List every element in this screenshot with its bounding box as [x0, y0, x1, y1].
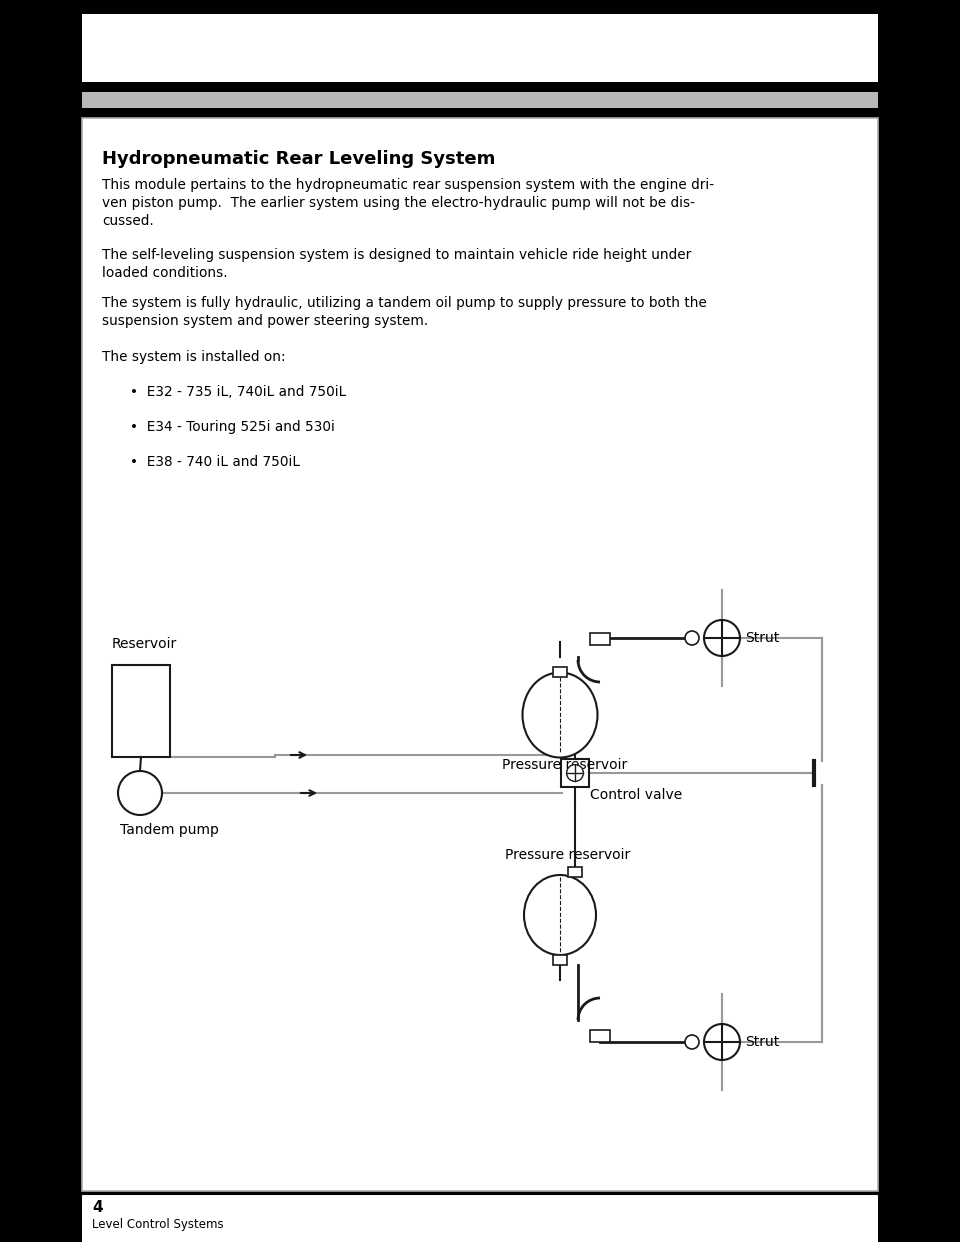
Bar	[590, 633, 610, 645]
Text: Pressure reservoir: Pressure reservoir	[502, 758, 627, 773]
Text: ven piston pump.  The earlier system using the electro-hydraulic pump will not b: ven piston pump. The earlier system usin…	[102, 196, 695, 210]
Bar	[553, 667, 567, 677]
Circle shape	[118, 771, 162, 815]
Circle shape	[704, 1023, 740, 1059]
Text: •  E32 - 735 iL, 740iL and 750iL: • E32 - 735 iL, 740iL and 750iL	[130, 385, 347, 399]
Circle shape	[685, 631, 699, 645]
Text: Strut: Strut	[745, 1035, 780, 1049]
Text: cussed.: cussed.	[102, 214, 154, 229]
Text: Level Control Systems: Level Control Systems	[92, 1218, 224, 1231]
Ellipse shape	[524, 876, 596, 955]
Bar	[561, 759, 589, 787]
Bar	[82, 14, 878, 82]
Text: Reservoir: Reservoir	[112, 637, 178, 651]
Bar	[112, 664, 170, 758]
Bar	[82, 92, 878, 108]
Text: Control valve: Control valve	[590, 787, 683, 802]
Circle shape	[685, 1035, 699, 1049]
Text: The system is fully hydraulic, utilizing a tandem oil pump to supply pressure to: The system is fully hydraulic, utilizing…	[102, 296, 707, 310]
Bar	[553, 955, 567, 965]
Text: Tandem pump: Tandem pump	[120, 823, 219, 837]
Circle shape	[704, 620, 740, 656]
Text: The self-leveling suspension system is designed to maintain vehicle ride height : The self-leveling suspension system is d…	[102, 248, 691, 262]
Text: •  E38 - 740 iL and 750iL: • E38 - 740 iL and 750iL	[130, 455, 300, 469]
Text: This module pertains to the hydropneumatic rear suspension system with the engin: This module pertains to the hydropneumat…	[102, 178, 714, 193]
Bar	[590, 1030, 610, 1042]
Text: loaded conditions.: loaded conditions.	[102, 266, 228, 279]
Text: Hydropneumatic Rear Leveling System: Hydropneumatic Rear Leveling System	[102, 150, 495, 168]
Bar	[568, 867, 582, 877]
Text: suspension system and power steering system.: suspension system and power steering sys…	[102, 314, 428, 328]
Text: •  E34 - Touring 525i and 530i: • E34 - Touring 525i and 530i	[130, 420, 335, 433]
Circle shape	[566, 765, 584, 781]
Text: 4: 4	[92, 1200, 103, 1215]
Ellipse shape	[522, 672, 597, 758]
Text: Strut: Strut	[745, 631, 780, 645]
Text: The system is installed on:: The system is installed on:	[102, 350, 286, 364]
Text: Pressure reservoir: Pressure reservoir	[505, 848, 631, 862]
Bar	[82, 1194, 878, 1242]
Bar	[82, 118, 878, 1191]
